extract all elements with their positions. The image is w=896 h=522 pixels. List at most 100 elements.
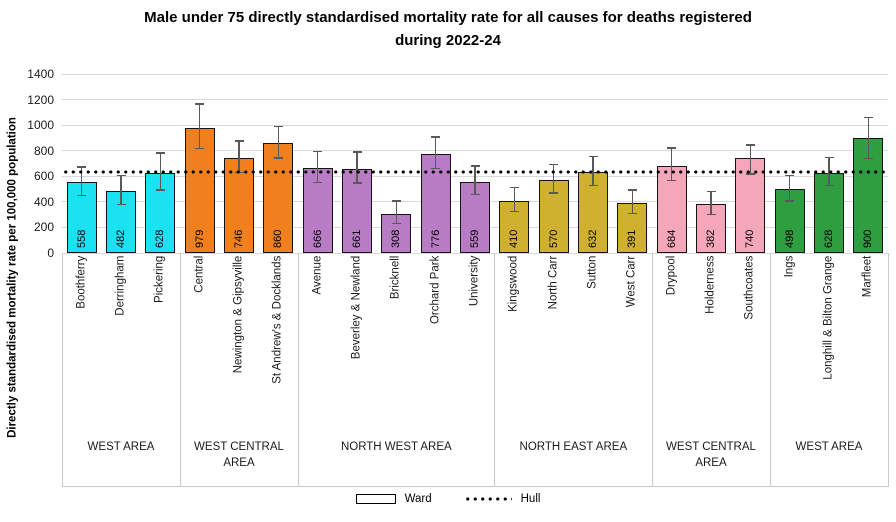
chart-legend: Ward Hull (0, 493, 896, 505)
bar-sutton (578, 172, 608, 253)
error-bar-cap-bottom (667, 179, 677, 182)
chart-title: Male under 75 directly standardised mort… (144, 9, 752, 26)
plot-area: 558 482 628 979 746 860 666 661 308 776 559 410 570 6… (62, 73, 888, 254)
area-label: NORTH EAST AREA (519, 441, 628, 453)
bar-value-label: 482 (115, 229, 127, 248)
bar-value-label: 382 (705, 229, 717, 248)
group-separator (769, 253, 771, 487)
ward-label: Marfleet (861, 255, 874, 298)
area-label: WEST AREA (795, 441, 863, 453)
ward-label: Kingswood (507, 255, 520, 313)
error-bar-cap-top (391, 200, 401, 202)
bar-value-label: 900 (862, 229, 875, 248)
error-bar-cap-bottom (273, 157, 283, 159)
ward-label: Holderness (704, 255, 717, 315)
error-bar-cap-top (785, 174, 795, 177)
bar-value-label: 559 (469, 229, 481, 248)
bar-value-label: 979 (193, 229, 206, 248)
hull-reference-line (62, 170, 888, 175)
bar-value-label: 632 (587, 229, 599, 248)
ward-label: West Carr (625, 255, 638, 308)
y-tick-label: 400 (33, 194, 54, 209)
ward-label: Longhill & Bilton Grange (822, 255, 835, 381)
ward-label: Central (192, 255, 205, 294)
error-bar-line (120, 174, 122, 206)
error-bar-cap-bottom (431, 167, 441, 170)
error-bar-cap-top (470, 165, 480, 167)
error-bar-line (867, 116, 870, 160)
error-bar-line (356, 151, 358, 184)
error-bar-cap-top (273, 125, 283, 128)
ward-label: Beverley & Newland (350, 255, 363, 360)
bar-value-label: 776 (429, 229, 442, 248)
ward-label: Ings (782, 255, 795, 278)
bar-north-carr (538, 180, 569, 253)
bar-value-label: 746 (233, 229, 245, 248)
group-separator (297, 253, 299, 487)
y-tick-label: 0 (47, 246, 54, 260)
bar-value-label: 860 (272, 229, 285, 248)
y-tick-label: 1200 (27, 92, 54, 107)
error-bar-cap-bottom (195, 147, 205, 150)
error-bar-line (80, 166, 83, 197)
error-bar-cap-top (509, 186, 519, 189)
legend-ward-label: Ward (404, 493, 432, 505)
error-bar-cap-top (431, 136, 441, 138)
bar-central (184, 127, 215, 253)
legend-ward-swatch (355, 494, 396, 504)
y-tick-label: 1400 (27, 67, 54, 81)
bar-boothferry (66, 181, 97, 253)
error-bar-cap-bottom (313, 181, 323, 184)
error-bar-line (434, 136, 437, 170)
group-separator (887, 253, 889, 487)
error-bar-line (395, 200, 398, 225)
error-bar-line (474, 165, 476, 196)
group-separator (494, 253, 496, 487)
error-bar-line (198, 103, 201, 150)
bar-value-label: 661 (351, 229, 363, 248)
bar-value-label: 628 (823, 229, 835, 248)
error-bar-cap-top (627, 189, 637, 191)
error-bar-cap-bottom (549, 192, 559, 194)
gridline-0 (62, 252, 888, 254)
error-bar-cap-bottom (824, 184, 834, 187)
error-bar-cap-bottom (509, 210, 519, 213)
ward-label: Avenue (310, 255, 323, 295)
error-bar-cap-bottom (470, 193, 480, 196)
x-axis-area: Boothferry Derringham Pickering Central Newi… (62, 253, 889, 487)
error-bar-cap-top (155, 152, 165, 154)
error-bar-cap-top (234, 140, 244, 142)
gridline-800 (62, 150, 888, 152)
y-tick-label: 600 (33, 169, 54, 184)
error-bar-cap-top (863, 116, 873, 119)
y-tick-label: 1000 (27, 118, 54, 133)
error-bar-cap-bottom (863, 157, 873, 160)
error-bar-cap-bottom (391, 222, 401, 225)
error-bar-cap-top (313, 150, 323, 153)
y-axis-tick-labels: 0 200 400 600 800 1000 1200 1400 (0, 67, 54, 260)
error-bar-cap-top (352, 151, 362, 153)
ward-label: Orchard Park (428, 255, 441, 325)
gridline-1400 (62, 73, 888, 75)
error-bar-line (552, 163, 555, 194)
ward-label: Drypool (664, 255, 677, 296)
area-label: NORTH WEST AREA (340, 441, 452, 453)
error-bar-line (277, 125, 280, 159)
ward-label: Sutton (586, 255, 599, 290)
bar-value-label: 570 (547, 229, 560, 248)
ward-label: Derringham (114, 255, 127, 317)
area-label: WEST CENTRAL AREA (194, 441, 284, 469)
error-bar-cap-top (549, 163, 559, 166)
bar-value-label: 666 (311, 229, 324, 248)
bar-value-label: 391 (626, 229, 639, 248)
error-bar-cap-top (667, 147, 677, 149)
error-bar-line (316, 150, 319, 184)
bar-value-label: 558 (75, 229, 88, 248)
x-axis-bottom-line (62, 486, 888, 487)
ward-label: North Carr (546, 255, 559, 310)
error-bar-line (670, 147, 673, 182)
group-separator (62, 253, 63, 487)
error-bar-cap-bottom (77, 194, 87, 197)
ward-label: Bricknell (389, 255, 402, 300)
